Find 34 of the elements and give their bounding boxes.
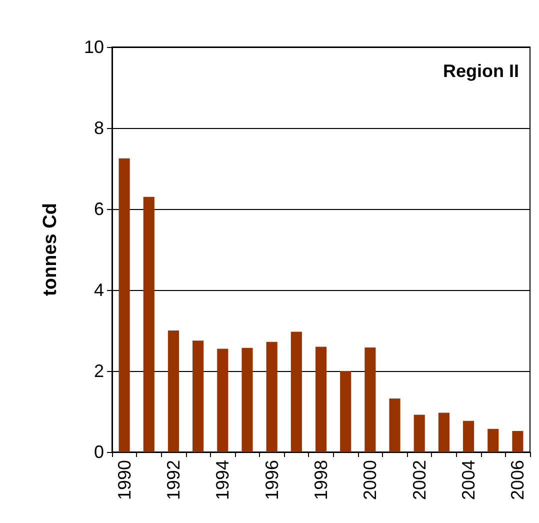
bar [118, 158, 130, 452]
bar [512, 430, 524, 452]
x-tick-label: 1992 [163, 460, 184, 500]
bar [242, 348, 253, 452]
x-tick-label: 2006 [508, 460, 528, 500]
y-tick-label: 10 [84, 37, 104, 57]
x-tick-label: 1990 [114, 460, 134, 500]
bar [168, 330, 180, 452]
bar [143, 196, 154, 452]
x-tick-label: 2000 [360, 460, 380, 500]
y-tick-label: 2 [94, 361, 104, 381]
y-tick-label: 6 [94, 199, 104, 219]
x-tick-label: 2002 [409, 460, 430, 500]
bar [462, 420, 474, 452]
y-tick-label: 0 [94, 442, 104, 462]
bar [290, 332, 302, 452]
bar [266, 342, 278, 452]
x-tick-label: 2004 [458, 460, 479, 500]
bar [364, 348, 376, 452]
y-axis-title: tonnes Cd [40, 203, 61, 296]
bar [488, 428, 499, 452]
x-tick-label: 1998 [311, 460, 331, 500]
bar [192, 340, 204, 452]
y-tick-label: 8 [94, 118, 104, 138]
y-tick-label: 4 [94, 280, 104, 300]
x-tick-label: 1996 [262, 460, 282, 500]
bar [389, 398, 400, 452]
bar [438, 412, 450, 452]
annotation: Region II [443, 61, 519, 81]
bar [414, 414, 425, 452]
bar [217, 348, 228, 452]
bar [340, 371, 352, 452]
x-tick-label: 1994 [212, 460, 233, 500]
bar [315, 346, 327, 452]
